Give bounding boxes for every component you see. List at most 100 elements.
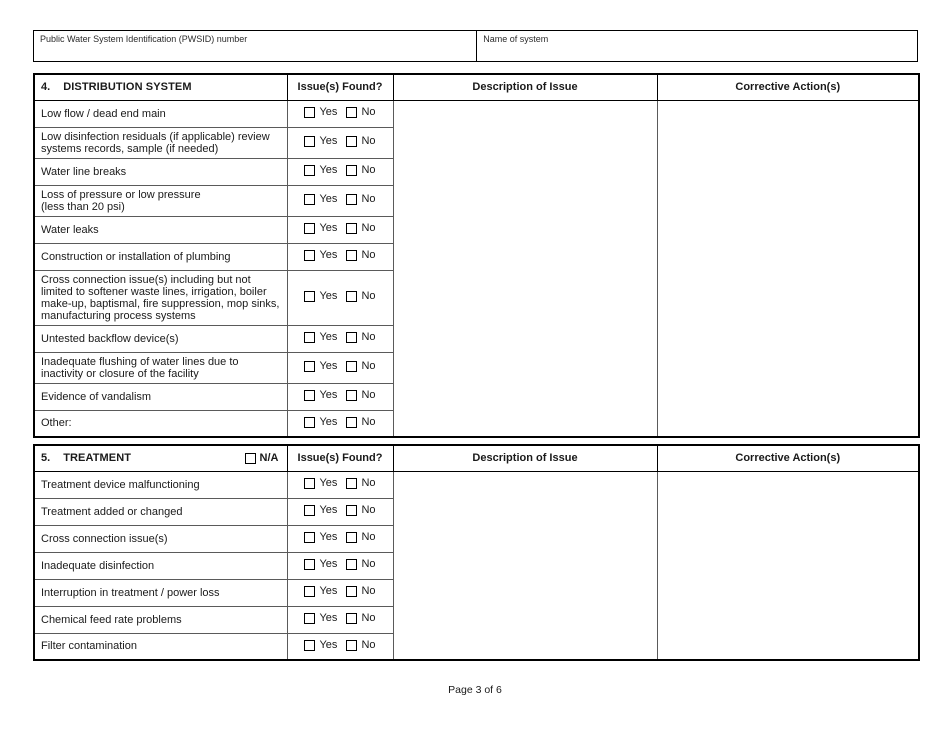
issue-label: Treatment added or changed bbox=[33, 497, 288, 526]
yes-checkbox[interactable] bbox=[304, 135, 316, 147]
no-checkbox[interactable] bbox=[346, 504, 358, 516]
no-checkbox[interactable] bbox=[346, 416, 358, 428]
issue-label: Treatment device malfunctioning bbox=[33, 470, 288, 499]
yes-label: Yes bbox=[319, 585, 338, 598]
yes-checkbox[interactable] bbox=[304, 106, 316, 118]
no-checkbox[interactable] bbox=[346, 135, 358, 147]
na-checkbox[interactable] bbox=[244, 452, 256, 464]
description-entry-cell[interactable] bbox=[392, 470, 658, 661]
yes-option: Yes bbox=[304, 135, 337, 147]
issues-found-cell: Yes No bbox=[286, 269, 394, 326]
no-label: No bbox=[361, 531, 376, 544]
corrective-entry-cell[interactable] bbox=[656, 99, 920, 438]
no-checkbox[interactable] bbox=[346, 585, 358, 597]
no-checkbox[interactable] bbox=[346, 612, 358, 624]
issue-row: Cross connection issue(s) including but … bbox=[33, 269, 919, 326]
no-label: No bbox=[361, 193, 376, 206]
no-checkbox[interactable] bbox=[346, 106, 358, 118]
yes-checkbox[interactable] bbox=[304, 558, 316, 570]
no-option: No bbox=[346, 290, 376, 302]
issue-row: Cross connection issue(s) Yes No bbox=[33, 524, 919, 553]
no-option: No bbox=[346, 331, 376, 343]
no-option: No bbox=[346, 106, 376, 118]
issues-found-cell: Yes No bbox=[286, 382, 394, 411]
issues-found-cell: Yes No bbox=[286, 605, 394, 634]
yes-checkbox[interactable] bbox=[304, 531, 316, 543]
issues-found-cell: Yes No bbox=[286, 126, 394, 159]
na-label: N/A bbox=[259, 452, 279, 465]
yes-checkbox[interactable] bbox=[304, 290, 316, 302]
yes-checkbox[interactable] bbox=[304, 639, 316, 651]
yes-checkbox[interactable] bbox=[304, 504, 316, 516]
yes-label: Yes bbox=[319, 389, 338, 402]
issues-found-cell: Yes No bbox=[286, 578, 394, 607]
no-option: No bbox=[346, 135, 376, 147]
issue-row: Chemical feed rate problems Yes No bbox=[33, 605, 919, 634]
issue-row: Inadequate flushing of water lines due t… bbox=[33, 351, 919, 384]
pwsid-field[interactable]: Public Water System Identification (PWSI… bbox=[34, 31, 478, 61]
yes-label: Yes bbox=[319, 558, 338, 571]
column-header-issues-found: Issue(s) Found? bbox=[286, 444, 394, 472]
issue-label: Filter contamination bbox=[33, 632, 288, 661]
no-checkbox[interactable] bbox=[346, 639, 358, 651]
issues-found-cell: Yes No bbox=[286, 470, 394, 499]
issues-found-cell: Yes No bbox=[286, 351, 394, 384]
yes-checkbox[interactable] bbox=[304, 389, 316, 401]
section-number: 4. bbox=[41, 81, 51, 94]
issue-row: Inadequate disinfection Yes No bbox=[33, 551, 919, 580]
no-checkbox[interactable] bbox=[346, 389, 358, 401]
yes-label: Yes bbox=[319, 249, 338, 262]
issue-label: Water line breaks bbox=[33, 157, 288, 186]
issues-found-cell: Yes No bbox=[286, 184, 394, 217]
yes-option: Yes bbox=[304, 639, 337, 651]
section-header-row: 5. TREATMENT N/A Issue(s) Found? Description… bbox=[33, 444, 920, 472]
yes-label: Yes bbox=[319, 331, 338, 344]
no-label: No bbox=[361, 585, 376, 598]
no-label: No bbox=[361, 612, 376, 625]
no-checkbox[interactable] bbox=[346, 531, 358, 543]
no-label: No bbox=[361, 164, 376, 177]
no-checkbox[interactable] bbox=[346, 558, 358, 570]
yes-checkbox[interactable] bbox=[304, 416, 316, 428]
description-entry-cell[interactable] bbox=[392, 99, 658, 438]
issue-label: Chemical feed rate problems bbox=[33, 605, 288, 634]
yes-checkbox[interactable] bbox=[304, 222, 316, 234]
corrective-entry-cell[interactable] bbox=[656, 470, 920, 661]
yes-label: Yes bbox=[319, 477, 338, 490]
yes-checkbox[interactable] bbox=[304, 360, 316, 372]
yes-option: Yes bbox=[304, 193, 337, 205]
yes-checkbox[interactable] bbox=[304, 477, 316, 489]
yes-label: Yes bbox=[319, 531, 338, 544]
no-option: No bbox=[346, 531, 376, 544]
issue-label: Cross connection issue(s) including but … bbox=[33, 269, 288, 326]
no-option: No bbox=[346, 360, 376, 372]
yes-option: Yes bbox=[304, 416, 337, 428]
system-name-field[interactable]: Name of system bbox=[477, 31, 917, 61]
no-checkbox[interactable] bbox=[346, 164, 358, 176]
no-option: No bbox=[346, 389, 376, 401]
no-checkbox[interactable] bbox=[346, 331, 358, 343]
issue-row: Low flow / dead end main Yes No bbox=[33, 99, 920, 438]
no-checkbox[interactable] bbox=[346, 477, 358, 489]
na-option: N/A bbox=[244, 452, 281, 465]
yes-option: Yes bbox=[304, 531, 337, 543]
yes-checkbox[interactable] bbox=[304, 331, 316, 343]
no-checkbox[interactable] bbox=[346, 193, 358, 205]
no-checkbox[interactable] bbox=[346, 290, 358, 302]
yes-checkbox[interactable] bbox=[304, 585, 316, 597]
yes-checkbox[interactable] bbox=[304, 249, 316, 261]
no-checkbox[interactable] bbox=[346, 360, 358, 372]
no-checkbox[interactable] bbox=[346, 249, 358, 261]
yes-label: Yes bbox=[319, 164, 338, 177]
issue-label: Cross connection issue(s) bbox=[33, 524, 288, 553]
yes-checkbox[interactable] bbox=[304, 193, 316, 205]
no-option: No bbox=[346, 416, 376, 428]
yes-checkbox[interactable] bbox=[304, 612, 316, 624]
pwsid-field-label: Public Water System Identification (PWSI… bbox=[40, 34, 248, 44]
issue-row: Untested backflow device(s) Yes No bbox=[33, 324, 919, 353]
issue-row: Construction or installation of plumbing… bbox=[33, 242, 919, 271]
column-header-corrective: Corrective Action(s) bbox=[656, 444, 920, 472]
no-checkbox[interactable] bbox=[346, 222, 358, 234]
yes-checkbox[interactable] bbox=[304, 164, 316, 176]
issues-found-cell: Yes No bbox=[286, 409, 394, 438]
